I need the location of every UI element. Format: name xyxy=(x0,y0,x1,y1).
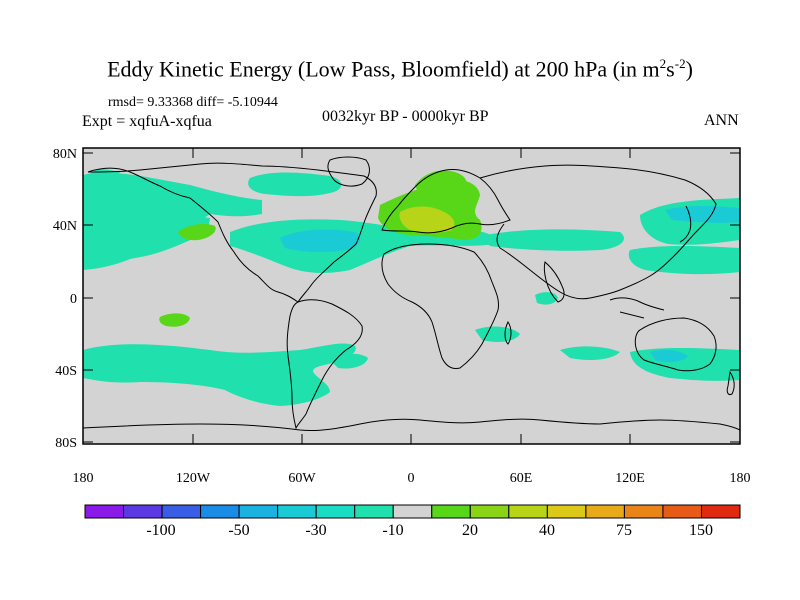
lat-label-40n: 40N xyxy=(53,219,77,234)
colorbar-box xyxy=(585,504,625,519)
colorbar-label: 40 xyxy=(539,522,555,539)
lon-label-0: 0 xyxy=(408,471,415,486)
north-pacific-band-2 xyxy=(83,208,210,262)
lat-ticks xyxy=(83,152,740,443)
coast-antarctica xyxy=(83,418,740,431)
lon-label-60e: 60E xyxy=(510,471,533,486)
colorbar-label: -50 xyxy=(228,522,249,539)
colorbar-label: 20 xyxy=(462,522,478,539)
colorbar-box xyxy=(315,504,356,519)
colorbar-label: 75 xyxy=(616,522,632,539)
lon-ticks xyxy=(192,148,631,444)
colorbar-box xyxy=(123,504,163,519)
colorbar-label: -100 xyxy=(146,522,175,539)
colorbar xyxy=(84,504,741,519)
central-pacific-positive xyxy=(178,224,216,241)
lon-label-180e: 180 xyxy=(730,471,751,486)
southern-ocean-band xyxy=(83,343,356,406)
colorbar-box xyxy=(623,504,664,519)
coast-se-asia xyxy=(609,297,665,319)
colorbar-box xyxy=(200,504,240,519)
colorbar-label: 150 xyxy=(689,522,713,539)
south-indian-band xyxy=(560,346,620,360)
australia-core xyxy=(650,349,688,363)
west-pacific-band xyxy=(628,246,740,275)
ne-pacific-band xyxy=(88,169,120,185)
anomaly-fields xyxy=(83,169,740,406)
coast-new-zealand xyxy=(726,370,735,395)
colorbar-label: -10 xyxy=(382,522,403,539)
mediterranean-positive xyxy=(399,206,455,233)
season-label: ANN xyxy=(704,112,739,129)
coastlines xyxy=(83,156,740,431)
tropical-pacific-positive xyxy=(159,313,190,327)
lat-label-40s: 40S xyxy=(55,364,77,379)
experiment-label: Expt = xqfuA-xqfua xyxy=(82,113,212,130)
colorbar-box xyxy=(700,504,741,519)
madagascar-patch xyxy=(475,326,520,342)
coast-india xyxy=(543,261,565,303)
colorbar-box xyxy=(238,504,279,519)
colorbar-box xyxy=(662,504,702,519)
north-atlantic-core xyxy=(280,229,361,253)
central-asia-band xyxy=(480,229,624,251)
coast-australia xyxy=(634,317,717,372)
colorbar-box xyxy=(508,504,548,519)
colorbar-label: -30 xyxy=(305,522,326,539)
figure-title: Eddy Kinetic Energy (Low Pass, Bloomfiel… xyxy=(107,56,693,82)
coast-japan xyxy=(679,205,692,243)
lon-label-120e: 120E xyxy=(615,471,645,486)
period-label: 0032kyr BP - 0000kyr BP xyxy=(322,108,489,125)
coast-europe xyxy=(381,169,511,234)
lon-label-120w: 120W xyxy=(176,471,211,486)
coast-north-america xyxy=(87,162,377,303)
coast-africa xyxy=(381,243,499,369)
colorbar-box xyxy=(392,504,433,519)
lon-label-60w: 60W xyxy=(288,471,316,486)
south-pacific-patch xyxy=(99,358,160,378)
colorbar-box xyxy=(277,504,317,519)
lat-label-eq: 0 xyxy=(70,292,77,307)
colorbar-box xyxy=(354,504,394,519)
lat-label-80s: 80S xyxy=(55,436,77,451)
colorbar-box xyxy=(431,504,471,519)
coast-greenland xyxy=(327,156,370,187)
stats-text: rmsd= 9.33368 diff= -5.10944 xyxy=(108,95,278,110)
colorbar-box xyxy=(469,504,510,519)
coast-madagascar xyxy=(504,321,512,345)
coast-asia xyxy=(479,164,717,300)
lon-label-180w: 180 xyxy=(73,471,94,486)
colorbar-labels: -100 -50 -30 -10 20 40 75 150 xyxy=(146,522,713,539)
south-atlantic-patch xyxy=(330,353,368,369)
colorbar-box xyxy=(546,504,587,519)
lat-label-80n: 80N xyxy=(53,147,77,162)
east-asia-core xyxy=(665,206,740,223)
north-america-band xyxy=(248,172,342,197)
colorbar-box xyxy=(84,504,125,519)
coast-south-america xyxy=(286,299,363,430)
colorbar-box xyxy=(161,504,202,519)
